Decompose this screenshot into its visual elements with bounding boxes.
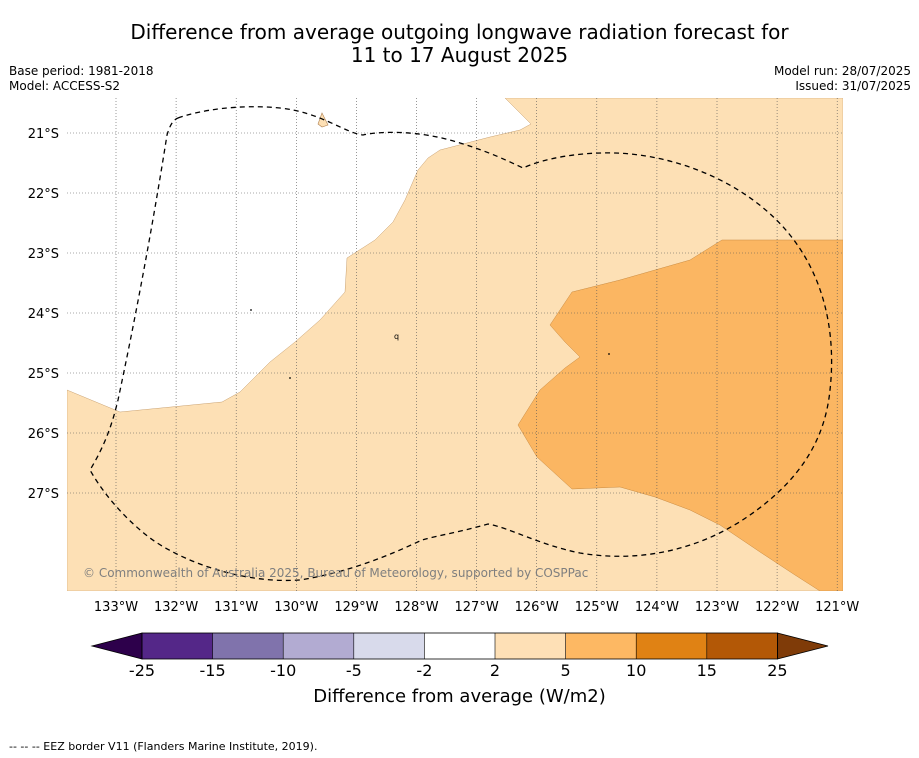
colorbar-segment xyxy=(565,633,637,659)
colorbar-tick-label: 2 xyxy=(490,661,500,680)
colorbar-tick-label: 15 xyxy=(697,661,717,680)
lon-label: 132°W xyxy=(154,600,198,615)
colorbar-segment xyxy=(424,633,495,659)
lon-label: 129°W xyxy=(334,600,378,615)
colorbar-segment xyxy=(212,633,284,659)
colorbar-segment xyxy=(142,633,213,659)
lon-label: 130°W xyxy=(274,600,318,615)
colorbar-tick-label: 5 xyxy=(561,661,571,680)
islet-dot xyxy=(608,353,610,355)
colorbar-extend-low xyxy=(90,632,143,660)
colorbar-segment xyxy=(283,633,354,659)
model-run: Model run: 28/07/2025 xyxy=(773,64,911,78)
latitude-labels: 21°S 22°S 23°S 24°S 25°S 26°S 27°S xyxy=(28,127,59,502)
islet-dot xyxy=(250,309,252,311)
issued-date: Issued: 31/07/2025 xyxy=(795,79,911,93)
colorbar-tick-label: -5 xyxy=(346,661,362,680)
lat-label: 21°S xyxy=(28,127,59,142)
colorbar-title: Difference from average (W/m2) xyxy=(313,686,606,707)
lon-label: 128°W xyxy=(394,600,438,615)
base-period: Base period: 1981-2018 xyxy=(9,64,154,78)
eez-footnote: -- -- -- EEZ border V11 (Flanders Marine… xyxy=(9,740,318,753)
lat-label: 25°S xyxy=(28,367,59,382)
map-title-line1: Difference from average outgoing longwav… xyxy=(130,20,789,44)
lon-label: 122°W xyxy=(755,600,799,615)
model-name: Model: ACCESS-S2 xyxy=(9,79,121,93)
lon-label: 124°W xyxy=(635,600,679,615)
colorbar-tick-label: 10 xyxy=(626,661,646,680)
colorbar-tick-label: -15 xyxy=(200,661,226,680)
colorbar-extend-high xyxy=(777,632,829,660)
lat-label: 27°S xyxy=(28,487,59,502)
lon-label: 133°W xyxy=(94,600,138,615)
colorbar-segment xyxy=(353,633,425,659)
copyright-notice: © Commonwealth of Australia 2025, Bureau… xyxy=(83,566,588,580)
map-title-line2: 11 to 17 August 2025 xyxy=(350,43,569,67)
lat-label: 22°S xyxy=(28,187,59,202)
colorbar-tick-label: 25 xyxy=(767,661,787,680)
colorbar-segment xyxy=(495,633,566,659)
lat-label: 24°S xyxy=(28,307,59,322)
lon-label: 131°W xyxy=(214,600,258,615)
lon-label: 127°W xyxy=(455,600,499,615)
lon-label: 123°W xyxy=(695,600,739,615)
contour-5-to-10 xyxy=(517,239,843,591)
colorbar-segment xyxy=(636,633,707,659)
lon-label: 121°W xyxy=(815,600,859,615)
colorbar-tick-label: -10 xyxy=(270,661,296,680)
colorbar-tick-label: -25 xyxy=(129,661,155,680)
islet-dot xyxy=(289,377,291,379)
atoll-marker: q xyxy=(394,332,399,341)
colorbar-tick-label: -2 xyxy=(416,661,432,680)
longitude-labels: 133°W 132°W 131°W 130°W 129°W 128°W 127°W 126°W… xyxy=(94,600,860,615)
graticule xyxy=(67,98,843,591)
colorbar-segment xyxy=(706,633,778,659)
colorbar: -25 -15 -10 -5 -2 2 5 10 15 25 xyxy=(90,632,829,680)
lon-label: 125°W xyxy=(575,600,619,615)
lat-label: 23°S xyxy=(28,247,59,262)
lat-label: 26°S xyxy=(28,427,59,442)
eez-border xyxy=(89,106,833,582)
lon-label: 126°W xyxy=(515,600,559,615)
map-area: q © Commonwealth of Australia 2025, Bure… xyxy=(67,98,843,591)
